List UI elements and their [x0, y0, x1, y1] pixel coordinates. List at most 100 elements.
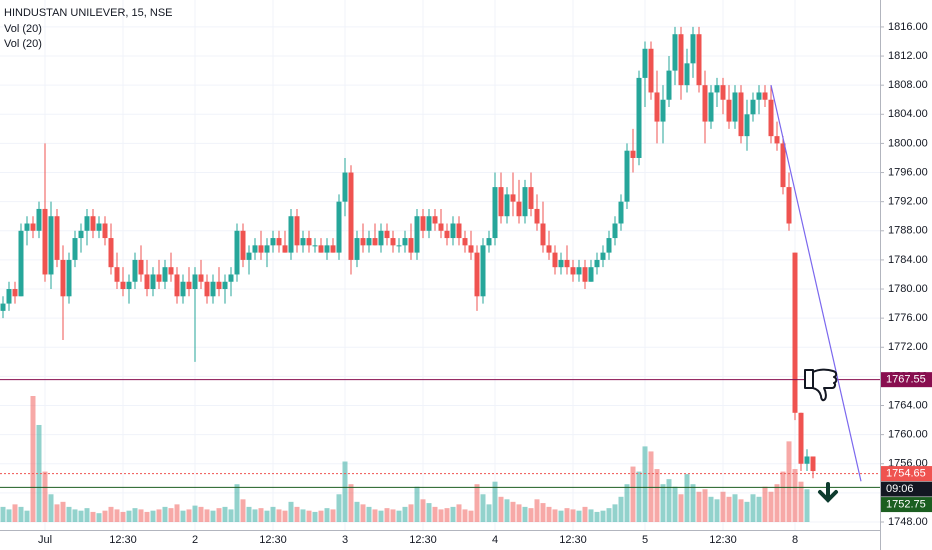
volume-bar [372, 509, 378, 522]
volume-bar [228, 509, 234, 522]
candle-body [108, 238, 114, 268]
candle-body [390, 238, 396, 246]
volume-bar [774, 484, 780, 522]
candle-body [300, 238, 306, 246]
volume-bar [534, 499, 540, 522]
volume-bar [54, 504, 60, 522]
candle-body [24, 223, 30, 231]
volume-bar [192, 505, 198, 522]
volume-bar [636, 471, 642, 522]
candle-body [396, 245, 402, 247]
candle-body [258, 245, 264, 253]
y-tick-label: 1796.00 [888, 166, 928, 178]
candle-body [744, 114, 750, 137]
candle-body [702, 85, 708, 122]
volume-bar [300, 509, 306, 522]
volume-bar [468, 510, 474, 522]
volume-bar [696, 491, 702, 522]
volume-bar [642, 446, 648, 522]
volume-bar [546, 506, 552, 522]
indicator-label: Vol (20) [4, 38, 42, 50]
candle-body [486, 238, 492, 246]
candle-body [606, 238, 612, 253]
volume-bar [336, 494, 342, 522]
x-tick-label: 2 [192, 534, 198, 546]
volume-bar [156, 509, 162, 522]
candle-body [132, 259, 138, 282]
candle-body [306, 238, 312, 246]
candle-body [762, 92, 768, 100]
volume-bar [666, 479, 672, 522]
candle-body [42, 208, 48, 275]
candle-body [726, 99, 732, 122]
y-tick-label: 1792.00 [888, 196, 928, 208]
volume-bar [654, 469, 660, 522]
candle-body [624, 150, 630, 202]
volume-bar [138, 509, 144, 522]
candle-body [558, 259, 564, 268]
candle-body [48, 216, 54, 275]
candle-body [186, 281, 192, 290]
volume-bar [354, 501, 360, 522]
candle-body [444, 230, 450, 239]
volume-bar [276, 509, 282, 522]
volume-bar [72, 509, 78, 522]
volume-bar [444, 508, 450, 522]
volume-bar [162, 506, 168, 522]
candle-body [810, 456, 816, 472]
volume-bar [564, 508, 570, 522]
candle-body [576, 267, 582, 275]
volume-bar [486, 504, 492, 522]
candle-body [144, 274, 150, 290]
candle-body [588, 267, 594, 282]
candle-body [288, 216, 294, 253]
candle-body [642, 48, 648, 78]
candle-body [342, 172, 348, 202]
candle-body [522, 187, 528, 217]
volume-bar [672, 486, 678, 522]
candle-body [780, 143, 786, 188]
candle-body [720, 85, 726, 100]
candle-body [636, 77, 642, 158]
candle-body [360, 238, 366, 246]
price-tag [881, 497, 932, 513]
volume-bar [174, 504, 180, 522]
volume-bar [384, 508, 390, 522]
candle-body [660, 99, 666, 122]
volume-bar [282, 510, 288, 522]
candle-body [732, 92, 738, 122]
candle-body [138, 259, 144, 275]
candle-body [756, 92, 762, 100]
candle-body [246, 252, 252, 260]
candle-body [570, 267, 576, 275]
volume-bar [714, 499, 720, 522]
volume-bar [48, 494, 54, 522]
volume-bar [96, 513, 102, 522]
candle-body [648, 48, 654, 93]
volume-bar [288, 501, 294, 522]
volume-bar [114, 509, 120, 522]
volume-bar [264, 510, 270, 522]
volume-bar [612, 504, 618, 522]
volume-bar [216, 508, 222, 522]
volume-bar [408, 504, 414, 522]
candle-body [102, 223, 108, 239]
candle-body [60, 259, 66, 297]
candle-body [798, 412, 804, 464]
volume-bar [36, 424, 42, 522]
x-tick-label: 12:30 [109, 534, 137, 546]
candle-body [474, 252, 480, 297]
candle-body [30, 223, 36, 231]
volume-bar [450, 506, 456, 522]
volume-bar [108, 506, 114, 522]
volume-bar [744, 501, 750, 522]
candle-body [276, 238, 282, 246]
volume-bar [600, 510, 606, 522]
candle-body [336, 201, 342, 253]
volume-bar [42, 471, 48, 522]
candle-body [150, 274, 156, 290]
candle-body [528, 187, 534, 209]
y-tick-label: 1788.00 [888, 225, 928, 237]
